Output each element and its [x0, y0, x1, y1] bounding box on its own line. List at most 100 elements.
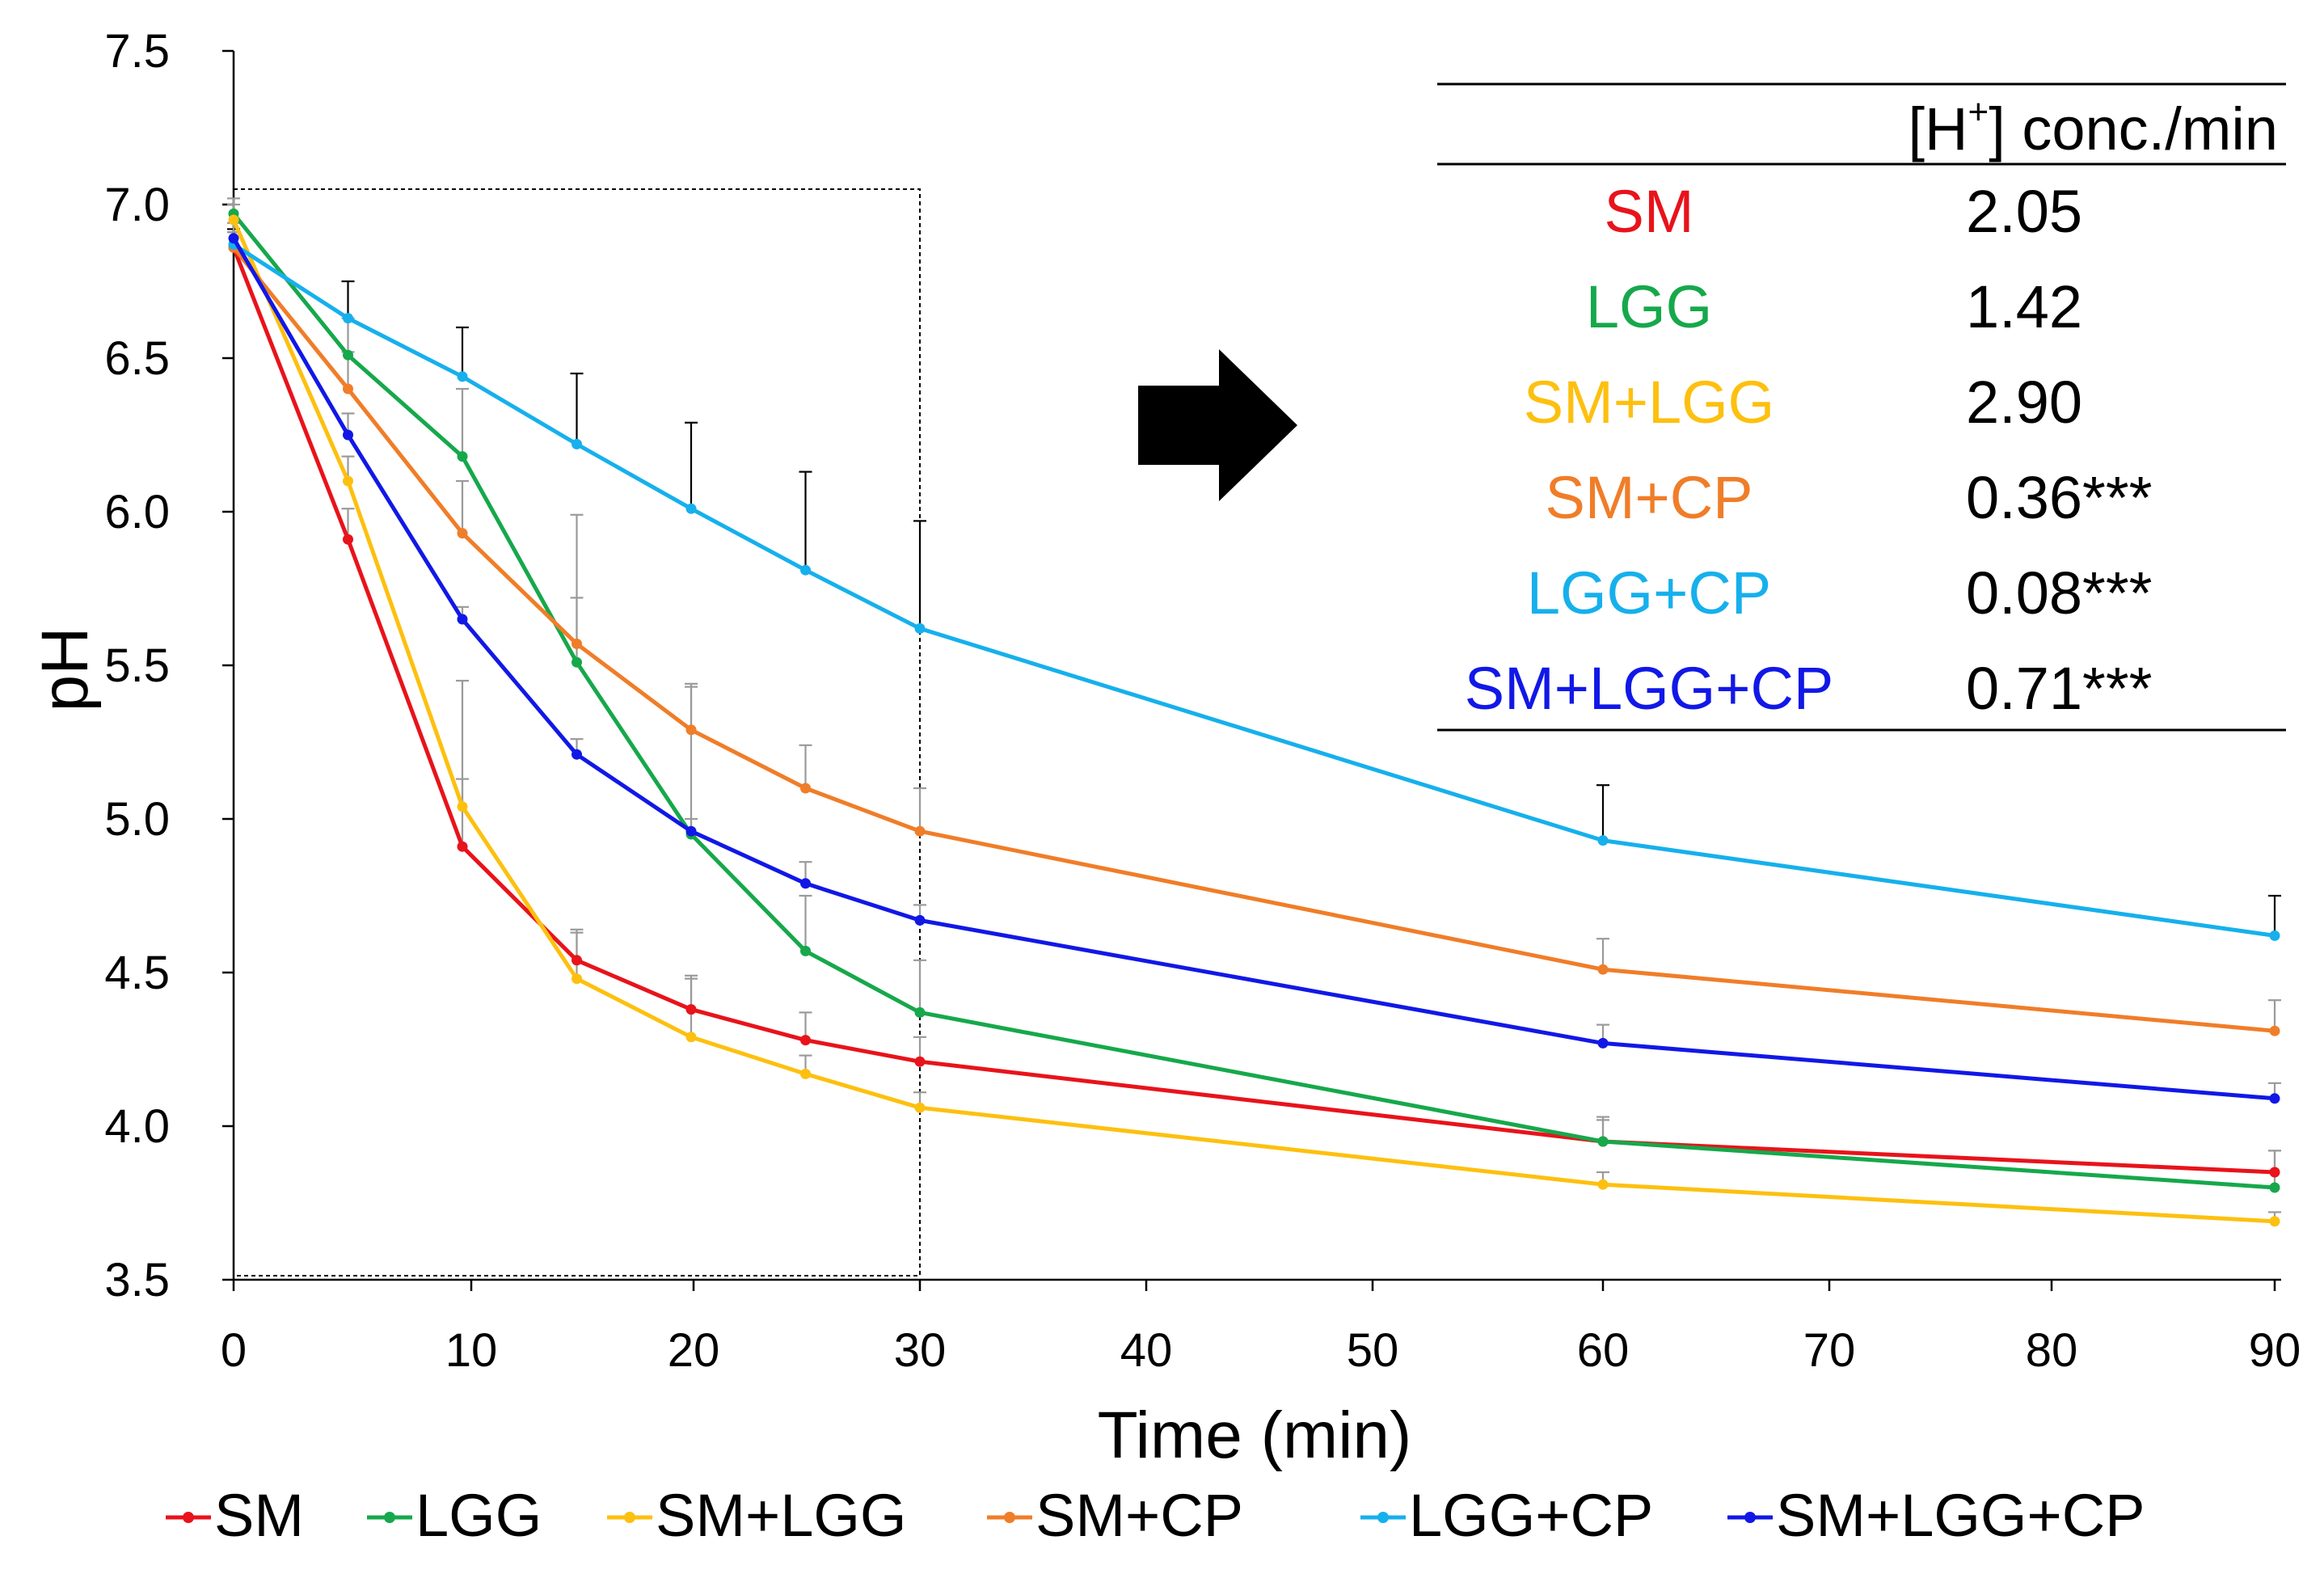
legend-entry-lgg: LGG	[367, 1482, 542, 1549]
data-point-sm-plus-lgg	[914, 1102, 926, 1113]
data-point-sm	[572, 955, 582, 966]
data-point-sm-plus-lgg-plus-cp	[1597, 1037, 1609, 1049]
data-point-sm-plus-lgg	[343, 475, 353, 487]
table-row-name: LGG	[1586, 273, 1712, 340]
data-point-lgg-plus-cp	[1597, 835, 1609, 846]
data-point-sm-plus-cp	[343, 383, 353, 395]
data-point-lgg-plus-cp	[914, 622, 926, 634]
legend-marker-sm	[183, 1512, 194, 1523]
data-point-sm	[343, 534, 353, 545]
data-point-sm-plus-cp	[914, 825, 926, 837]
data-point-sm-plus-lgg-plus-cp	[572, 749, 582, 760]
data-point-lgg-plus-cp	[2269, 930, 2280, 941]
legend-entry-sm-plus-lgg: SM+LGG	[607, 1482, 907, 1549]
data-point-lgg	[572, 656, 582, 668]
data-point-sm-plus-cp	[800, 783, 811, 794]
data-point-lgg	[343, 349, 353, 361]
table-row-name: SM+LGG+CP	[1465, 655, 1834, 722]
legend-label-sm-plus-lgg: SM+LGG	[656, 1482, 907, 1549]
y-tick-label: 4.5	[104, 947, 170, 999]
x-tick-label: 30	[894, 1324, 947, 1377]
x-axis-title: Time (min)	[1098, 1399, 1412, 1472]
legend: SM LGG SM+LGG SM+CP LGG+CP SM+LGG+CP	[166, 1482, 2145, 1549]
y-tick-label: 5.0	[104, 793, 170, 846]
y-axis-title: pH	[28, 627, 102, 712]
data-point-sm	[457, 841, 468, 852]
data-point-lgg	[457, 451, 468, 462]
legend-label-lgg: LGG	[415, 1482, 542, 1549]
table-header: [H+] conc./min	[1909, 92, 2279, 162]
data-point-sm	[800, 1035, 811, 1046]
x-tick-label: 40	[1120, 1324, 1173, 1377]
x-tick-label: 70	[1803, 1324, 1856, 1377]
data-point-sm-plus-lgg	[457, 801, 468, 812]
table-row-value: 0.08***	[1966, 559, 2152, 627]
legend-marker-sm-plus-lgg-plus-cp	[1744, 1512, 1756, 1523]
data-point-sm-plus-lgg-plus-cp	[228, 233, 239, 244]
zoom-box-layer	[233, 188, 921, 1277]
data-point-lgg-plus-cp	[685, 503, 697, 514]
axes: 3.5 4.0 4.5 5.0 5.5 6.0 6.5 7.0 7.5 0 10 20 30 40 50 60…	[28, 25, 2301, 1472]
data-point-sm-plus-lgg	[1597, 1179, 1609, 1190]
table-row-name: SM	[1605, 178, 1694, 245]
legend-label-lgg-plus-cp: LGG+CP	[1409, 1482, 1653, 1549]
data-point-sm-plus-cp	[572, 638, 582, 649]
legend-marker-lgg	[384, 1512, 395, 1523]
table-rows: SM 2.05 LGG 1.42 SM+LGG 2.90 SM+CP 0.36*** LGG+C…	[1465, 178, 2153, 722]
table-row-name: SM+CP	[1545, 464, 1752, 531]
table-row-value: 2.05	[1966, 178, 2082, 245]
data-point-lgg-plus-cp	[572, 438, 582, 449]
right-arrow-icon	[1138, 349, 1297, 501]
data-point-sm-plus-lgg	[685, 1032, 697, 1043]
legend-label-sm-plus-cp: SM+CP	[1035, 1482, 1243, 1549]
data-point-sm-plus-lgg-plus-cp	[343, 429, 353, 441]
arrow-layer	[1138, 349, 1297, 501]
table-header-rest: ] conc./min	[1989, 95, 2278, 162]
legend-entry-sm-plus-cp: SM+CP	[987, 1482, 1243, 1549]
x-tick-label: 0	[221, 1324, 247, 1377]
data-point-lgg-plus-cp	[800, 564, 811, 576]
legend-entry-sm-plus-lgg-plus-cp: SM+LGG+CP	[1727, 1482, 2145, 1549]
data-point-sm-plus-cp	[2269, 1025, 2280, 1036]
x-tick-label: 10	[445, 1324, 498, 1377]
table-header-main: [H	[1909, 95, 1968, 162]
data-point-lgg	[914, 1006, 926, 1018]
zoom-box	[233, 188, 921, 1277]
table-row-value: 1.42	[1966, 273, 2082, 340]
data-point-lgg	[2269, 1182, 2280, 1193]
data-point-sm-plus-lgg	[800, 1068, 811, 1079]
table-row-name: LGG+CP	[1527, 559, 1771, 627]
data-point-sm-plus-lgg	[572, 973, 582, 985]
table-header-sup: +	[1968, 92, 1989, 132]
data-point-sm	[914, 1056, 926, 1067]
table-row-value: 2.90	[1966, 369, 2082, 436]
legend-marker-sm-plus-cp	[1004, 1512, 1015, 1523]
data-point-lgg-plus-cp	[457, 371, 468, 382]
table-row-value: 0.71***	[1966, 655, 2152, 722]
y-tick-label: 6.0	[104, 486, 170, 538]
data-point-sm-plus-cp	[685, 724, 697, 736]
x-tick-label: 20	[668, 1324, 720, 1377]
x-tick-label: 80	[2026, 1324, 2078, 1377]
legend-label-sm-plus-lgg-plus-cp: SM+LGG+CP	[1776, 1482, 2145, 1549]
legend-label-sm: SM	[214, 1482, 304, 1549]
data-point-sm-plus-lgg-plus-cp	[800, 878, 811, 889]
data-point-sm	[685, 1004, 697, 1015]
data-point-lgg	[800, 945, 811, 956]
x-tick-label: 60	[1577, 1324, 1630, 1377]
data-point-sm	[2269, 1167, 2280, 1178]
series-lines	[228, 208, 2280, 1227]
data-point-sm-plus-lgg-plus-cp	[914, 914, 926, 926]
data-point-sm-plus-lgg-plus-cp	[2269, 1093, 2280, 1104]
y-tick-label: 5.5	[104, 639, 170, 692]
table-row-value: 0.36***	[1966, 464, 2152, 531]
data-point-lgg-plus-cp	[343, 313, 353, 324]
x-tick-label: 50	[1347, 1324, 1399, 1377]
data-point-sm-plus-lgg	[228, 214, 239, 226]
data-point-lgg	[1597, 1136, 1609, 1147]
legend-marker-lgg-plus-cp	[1377, 1512, 1389, 1523]
x-tick-label: 90	[2249, 1324, 2301, 1377]
